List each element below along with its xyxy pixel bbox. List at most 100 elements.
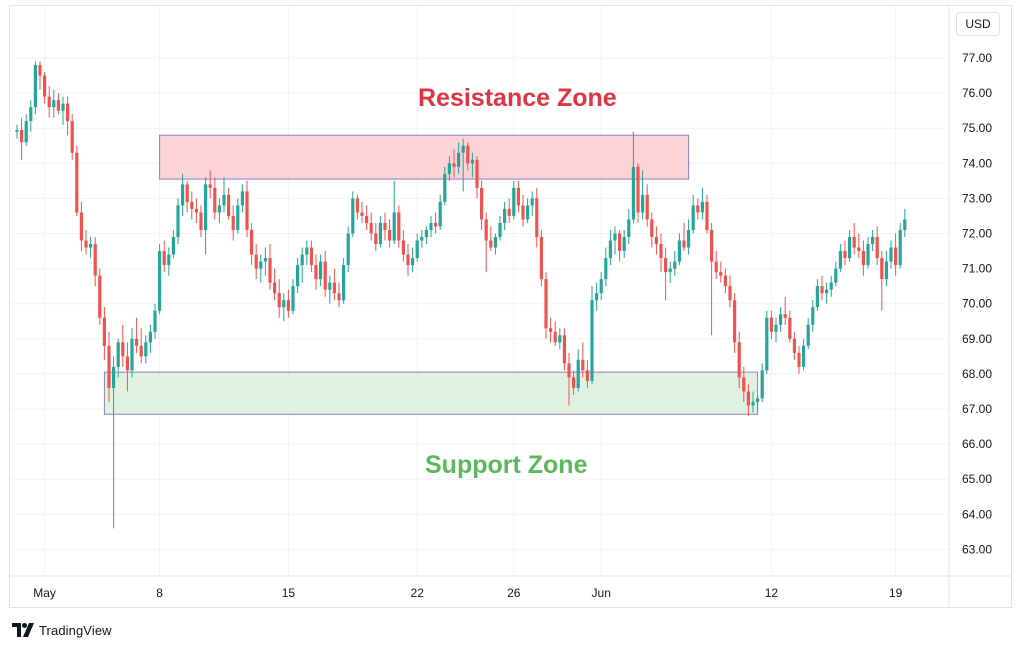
candle-body [263,258,267,262]
candle [355,194,359,220]
candle [273,268,277,301]
candle [369,212,373,241]
candle [576,349,580,392]
candle-body [687,229,691,248]
candle-body [296,265,300,287]
candle [314,254,318,290]
candle-body [162,251,166,266]
candle [424,226,428,245]
candle-body [627,219,631,238]
candle-body [691,205,695,230]
candle [254,244,258,280]
candle [135,317,139,353]
candle [866,237,870,269]
candle-body [236,205,240,230]
candle-body [245,191,249,230]
candle-body [397,212,401,241]
candle [84,229,88,255]
price-tick-label: 64.00 [962,507,992,521]
candle-body [79,212,83,241]
candle [144,335,148,364]
candle-body [894,247,898,266]
candle [521,194,525,227]
candle-body [650,219,654,238]
candle-body [714,261,718,273]
candle-body [654,237,658,245]
candle [903,208,907,238]
candle [746,384,750,417]
candle-body [392,212,396,241]
candle-body [521,205,525,220]
candle-body [641,194,645,213]
candle [411,247,415,273]
price-tick-label: 66.00 [962,437,992,451]
candle-body [802,345,806,367]
candle [245,180,249,238]
candle-body [737,342,741,378]
candle [848,229,852,262]
candle [153,303,157,339]
candle-body [489,240,493,248]
candle-body [834,268,838,283]
candle-body [328,282,332,290]
candle-body [723,275,727,287]
candle-body [866,244,870,266]
candle-body [677,240,681,262]
candle [498,215,502,241]
candle [857,233,861,259]
candle-body [286,300,290,311]
candle [604,247,608,287]
candle [590,286,594,385]
candle [779,307,783,332]
candle-body [171,237,175,255]
candle [98,268,102,325]
candle-body [415,240,419,259]
candle [337,282,341,308]
candle-body [466,145,470,164]
candle [47,86,51,118]
candle [29,100,33,132]
candle-body [728,286,732,301]
candle [20,117,24,160]
candle [549,317,553,343]
candle-body [590,300,594,381]
price-tick-label: 72.00 [962,227,992,241]
candle [820,275,824,301]
candle [608,229,612,266]
price-tick-label: 65.00 [962,472,992,486]
candle [305,240,309,266]
price-tick-label: 67.00 [962,402,992,416]
candle [52,89,56,118]
candle-body [388,229,392,241]
tradingview-brand[interactable]: TradingView [12,620,112,640]
candle [116,338,120,378]
candle [378,215,382,248]
candle [43,72,47,104]
candle [401,229,405,262]
candle-body [618,233,622,252]
candle [829,275,833,297]
candle-body [742,377,746,392]
candle [61,96,65,125]
candle [641,170,645,220]
candle-body [314,265,318,280]
candle-body [190,201,194,209]
candle-body [268,258,272,283]
candle [544,272,548,339]
time-axis[interactable]: May 8 15 22 26 Jun 12 19 [33,586,902,600]
candle-body [797,352,801,367]
price-axis[interactable]: 77.00 76.00 75.00 74.00 73.00 72.00 71.00 70.00… [962,51,992,556]
candle-body [788,317,792,339]
candle-body [700,201,704,213]
candle-body [56,100,60,111]
currency-button[interactable]: USD [956,12,1000,36]
candle [884,251,888,287]
candle-body [539,237,543,280]
candle-body [374,233,378,245]
candle-body [222,194,226,206]
candle-body [576,359,580,388]
candle [185,180,189,213]
candle [466,142,470,171]
candle [240,184,244,213]
